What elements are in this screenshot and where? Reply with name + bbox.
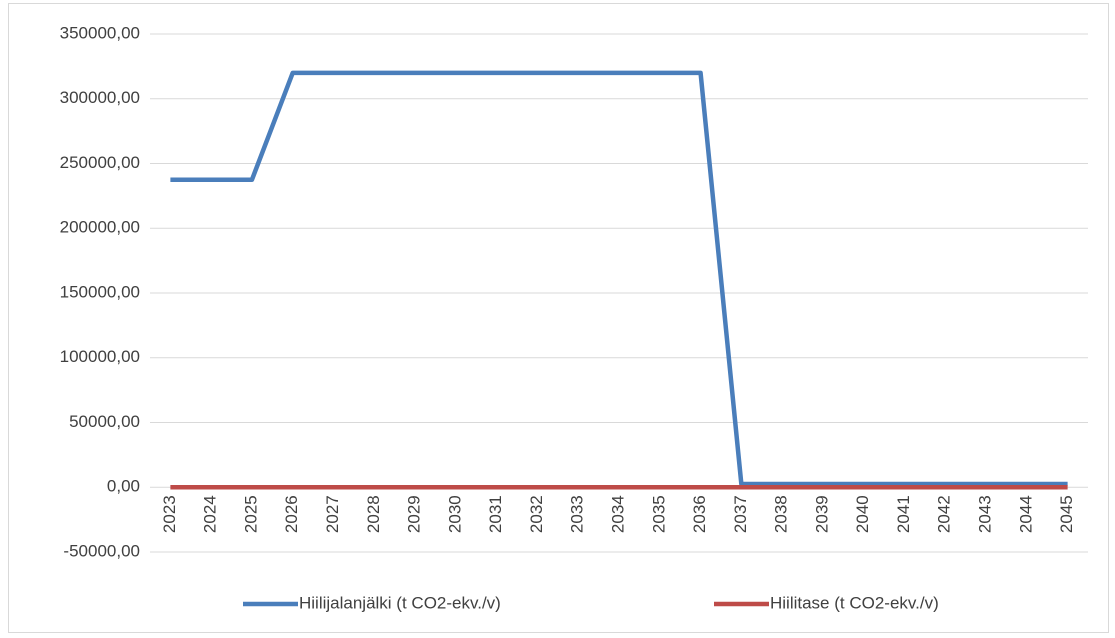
x-tick-label: 2035 (649, 495, 668, 533)
x-tick-label: 2033 (568, 495, 587, 533)
x-tick-label: 2042 (935, 495, 954, 533)
x-tick-label: 2036 (690, 495, 709, 533)
y-tick-label: 0,00 (107, 477, 140, 496)
x-tick-label: 2030 (445, 495, 464, 533)
x-tick-label: 2041 (894, 495, 913, 533)
x-tick-label: 2027 (323, 495, 342, 533)
x-tick-label: 2023 (160, 495, 179, 533)
x-tick-label: 2025 (241, 495, 260, 533)
series-line (170, 70, 1068, 487)
y-tick-label: 350000,00 (60, 23, 140, 42)
x-tick-label: 2024 (201, 495, 220, 533)
y-tick-label: 200000,00 (60, 218, 140, 237)
x-tick-label: 2045 (1057, 495, 1076, 533)
y-tick-label: 50000,00 (69, 412, 140, 431)
x-tick-label: 2028 (364, 495, 383, 533)
legend-label: Hiilijalanjälki (t CO2-ekv./v) (299, 593, 501, 612)
x-tick-label: 2026 (282, 495, 301, 533)
y-tick-label: 300000,00 (60, 88, 140, 107)
x-tick-label: 2038 (772, 495, 791, 533)
y-tick-label: 250000,00 (60, 153, 140, 172)
x-tick-label: 2029 (405, 495, 424, 533)
legend-label: Hiilitase (t CO2-ekv./v) (770, 593, 939, 612)
x-tick-label: 2043 (976, 495, 995, 533)
chart-border (8, 3, 1109, 633)
x-tick-label: 2034 (608, 495, 627, 533)
x-tick-label: 2044 (1016, 495, 1035, 533)
y-tick-label: 150000,00 (60, 282, 140, 301)
x-tick-label: 2037 (731, 495, 750, 533)
y-tick-label: -50000,00 (63, 541, 140, 560)
x-tick-label: 2031 (486, 495, 505, 533)
x-tick-label: 2032 (527, 495, 546, 533)
x-tick-label: 2039 (812, 495, 831, 533)
y-tick-label: 100000,00 (60, 347, 140, 366)
x-tick-label: 2040 (853, 495, 872, 533)
